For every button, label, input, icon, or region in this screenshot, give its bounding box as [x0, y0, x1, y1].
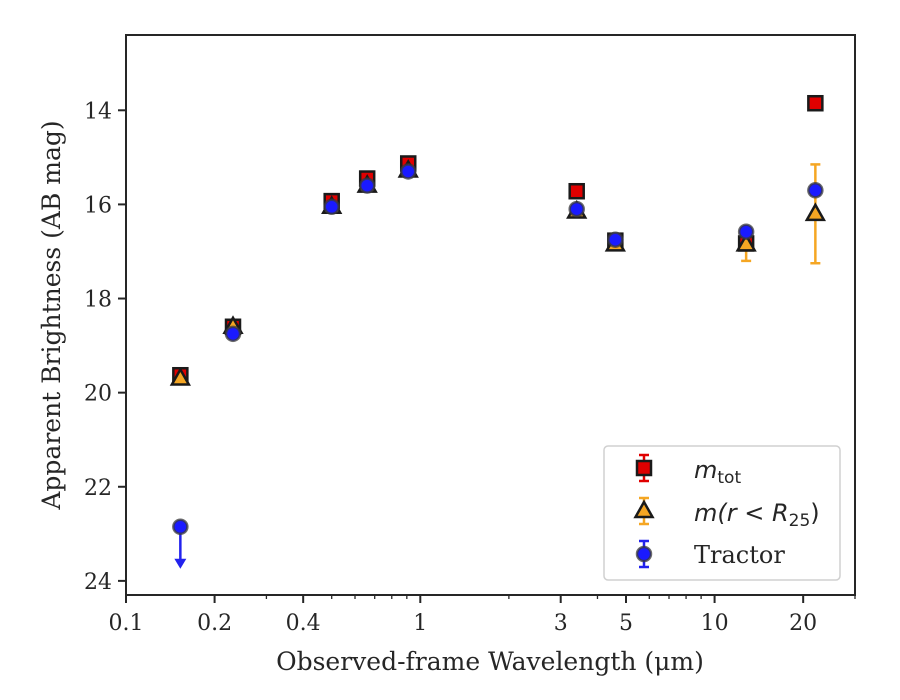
y-tick-label: 22: [84, 476, 112, 501]
x-axis: 0.1 0.2 0.4 1 3 5 10 20: [109, 595, 856, 636]
point-circle: [568, 200, 585, 218]
point-circle: [399, 163, 417, 180]
legend-marker-circle: [635, 545, 653, 563]
legend-label-tractor: Tractor: [694, 541, 785, 569]
x-tick-label: 10: [701, 611, 729, 636]
point-square: [807, 94, 824, 112]
point-square: [568, 182, 585, 200]
x-tick-label: 5: [619, 611, 633, 636]
point-circle: [224, 325, 242, 343]
x-tick-label: 0.2: [197, 611, 232, 636]
upper-limit-arrowhead: [174, 558, 187, 569]
legend-label-m-r25: m(r < R25): [694, 499, 820, 531]
point-triangle: [169, 366, 191, 386]
point-triangle: [735, 232, 757, 252]
y-axis: 14 16 18 20 22 24: [84, 99, 126, 595]
y-tick-label: 16: [84, 193, 112, 218]
x-tick-label: 3: [554, 611, 568, 636]
point-triangle: [804, 202, 827, 222]
x-tick-label: 1: [413, 611, 427, 636]
x-tick-label: 20: [789, 611, 817, 636]
legend-markers: [633, 453, 655, 569]
legend-label-m-tot: mtot: [694, 456, 741, 488]
legend-box: [603, 445, 841, 581]
point-circle: [607, 231, 624, 248]
y-axis-label: Apparent Brightness (AB mag): [37, 120, 66, 510]
x-axis-label: Observed-frame Wavelength (μm): [276, 647, 704, 676]
data-markers: [169, 94, 827, 536]
point-circle: [807, 182, 824, 199]
y-tick-label: 18: [84, 288, 112, 313]
x-tick-label: 0.1: [109, 611, 144, 636]
point-circle: [737, 223, 755, 240]
legend-marker-triangle: [633, 499, 655, 519]
y-tick-label: 24: [84, 570, 112, 595]
y-tick-label: 20: [84, 382, 112, 407]
legend-marker-square: [635, 459, 653, 477]
y-tick-label: 14: [84, 99, 112, 124]
x-tick-label: 0.4: [286, 611, 321, 636]
point-circle: [358, 177, 376, 194]
point-circle: [323, 198, 340, 216]
point-circle: [172, 518, 189, 536]
legend: mtot m(r < R25) Tractor: [603, 445, 841, 581]
plot-frame: [125, 34, 856, 596]
